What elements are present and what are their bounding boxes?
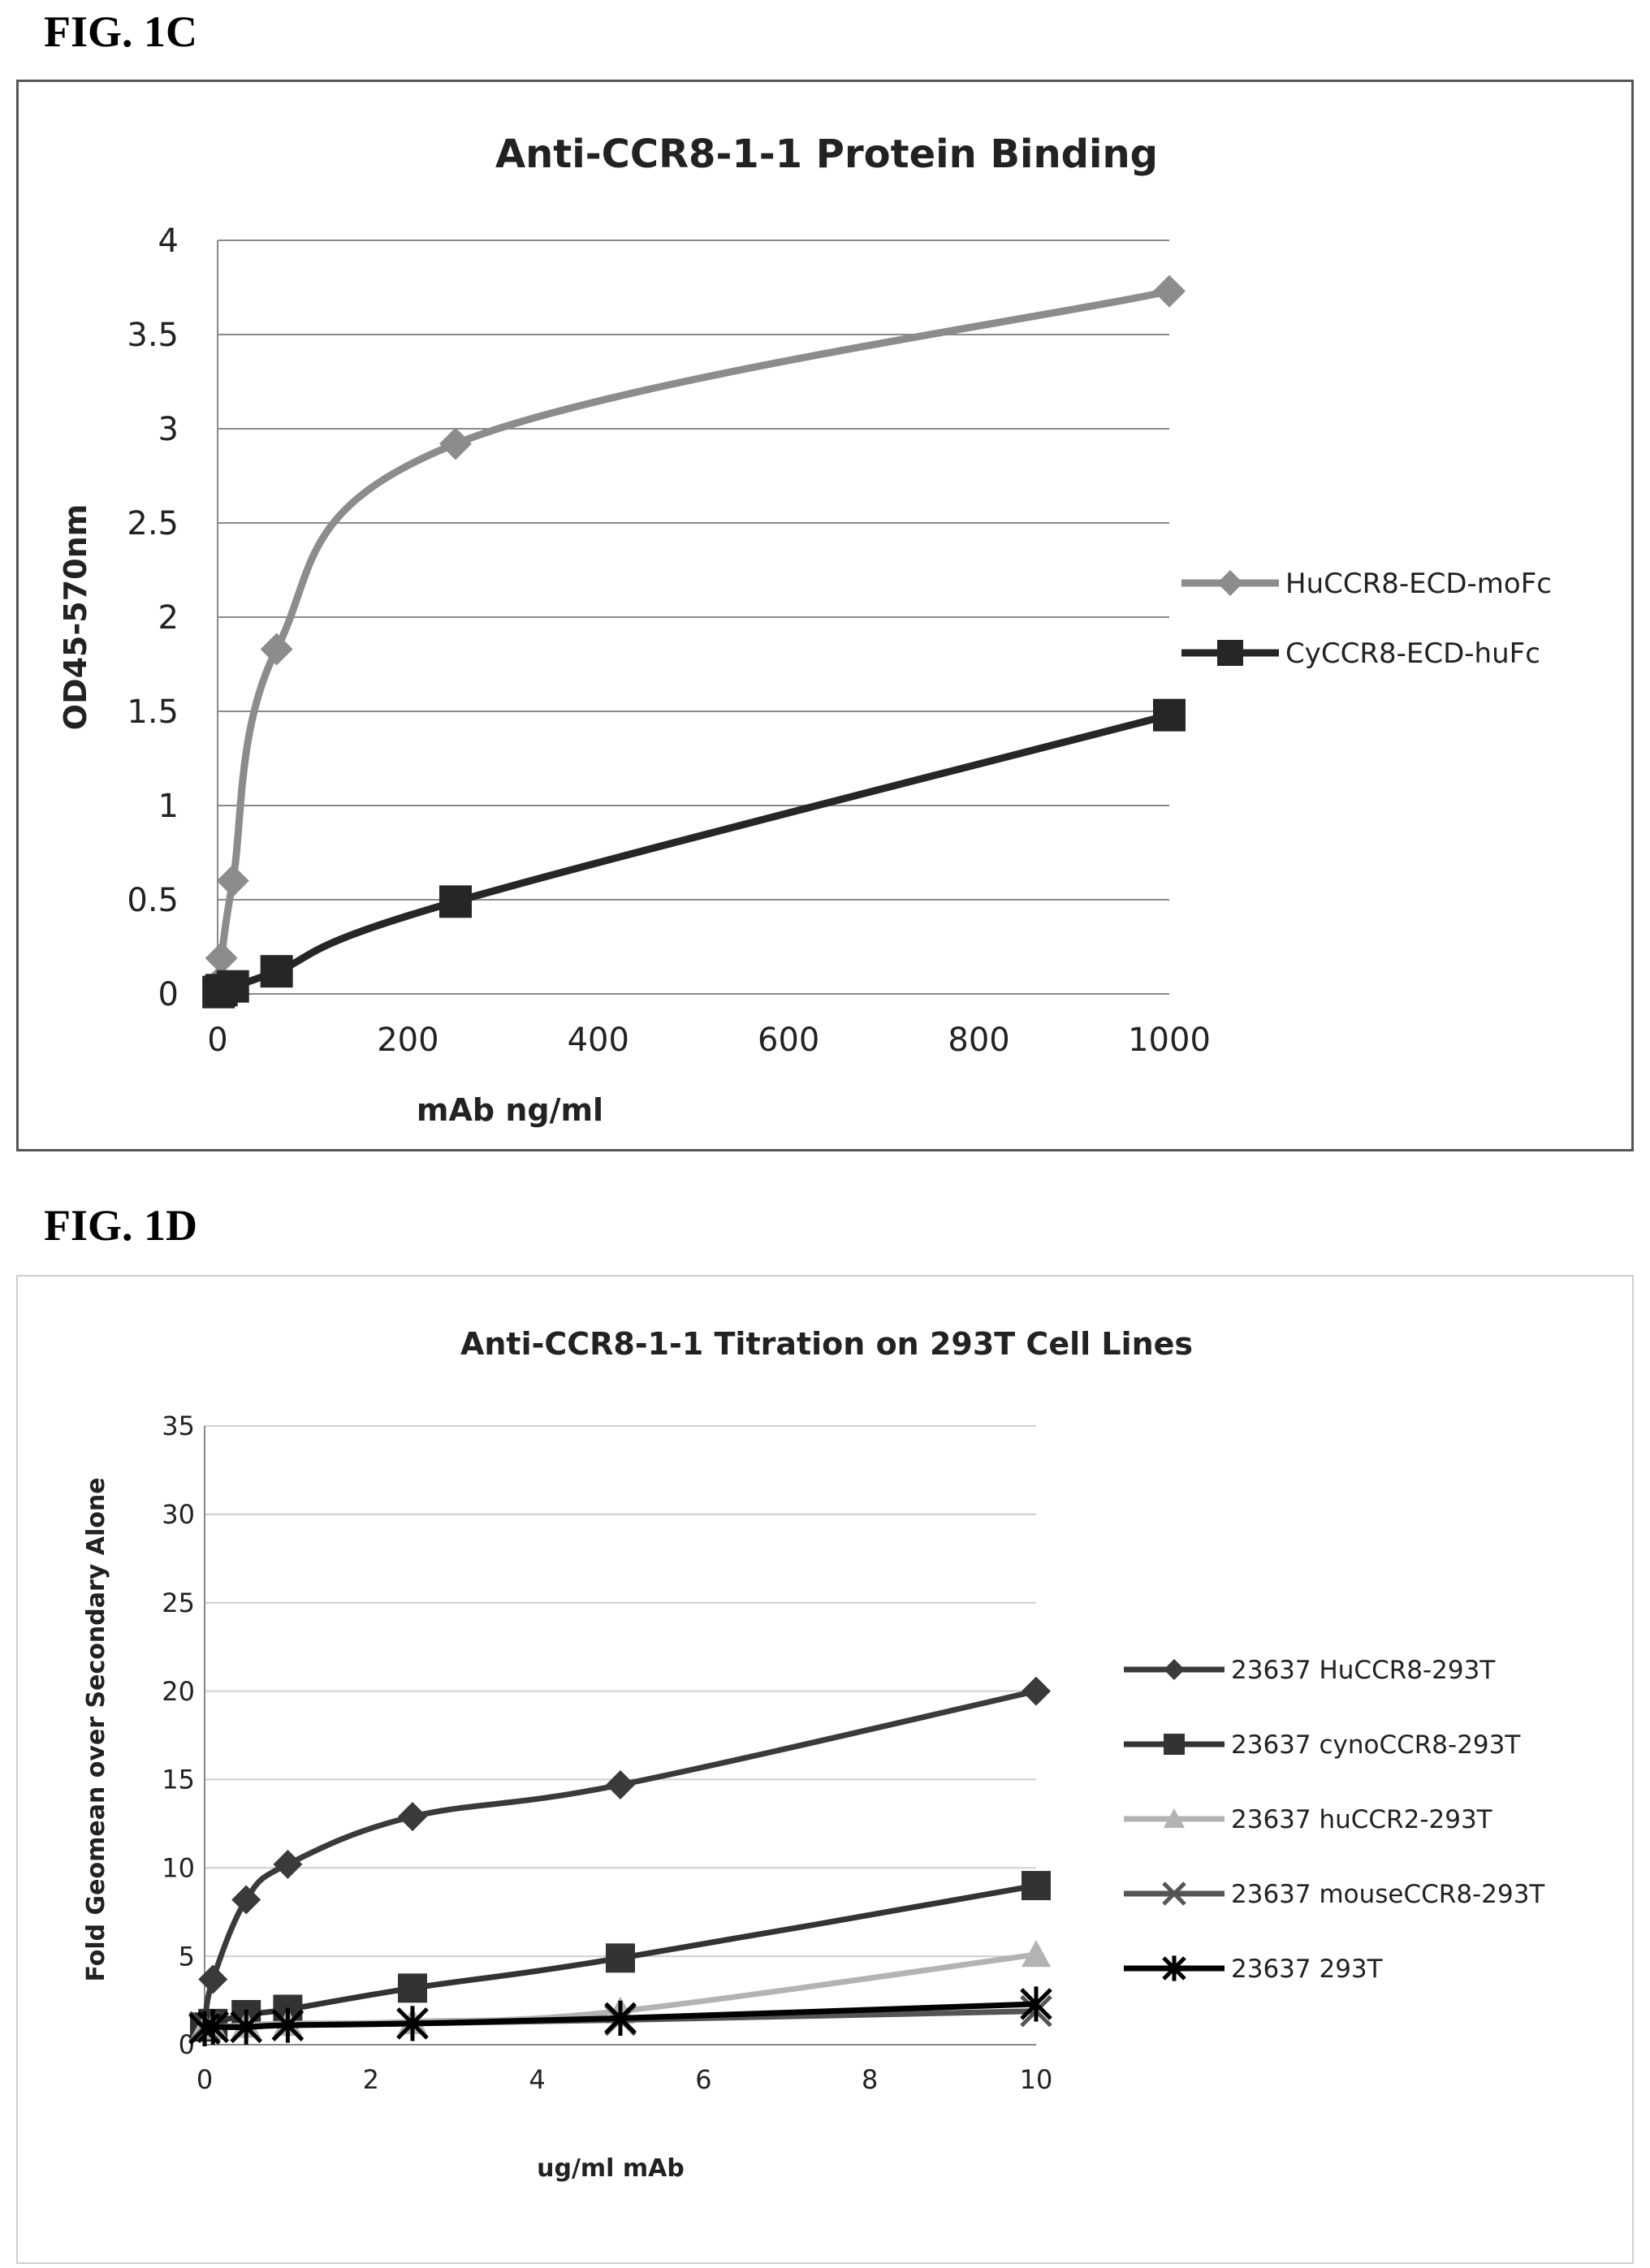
- data-point: [260, 633, 293, 666]
- legend-label: 23637 293T: [1231, 1955, 1384, 1984]
- data-point: [1153, 274, 1186, 308]
- data-point: [230, 2009, 262, 2045]
- y-tick-label: 1: [158, 788, 179, 825]
- series-line: [215, 711, 1171, 996]
- y-tick-label: 4: [158, 222, 179, 260]
- data-point: [606, 1943, 635, 1973]
- legend-marker: [1164, 1808, 1185, 1829]
- x-axis-label: ug/ml mAb: [537, 2154, 685, 2183]
- data-point: [216, 970, 249, 1003]
- x-tick-label: 8: [862, 2064, 878, 2095]
- data-point: [273, 1849, 303, 1879]
- figure-1c-label: FIG. 1C: [44, 7, 197, 56]
- data-point: [198, 1964, 228, 1994]
- y-tick-label: 35: [162, 1410, 195, 1441]
- data-point: [396, 2006, 429, 2041]
- data-point: [1022, 1676, 1051, 1706]
- y-axis-label: OD45-570nm: [58, 504, 93, 730]
- data-point: [260, 955, 293, 988]
- x-tick-label: 400: [568, 1022, 629, 1059]
- legend-marker: [1217, 570, 1243, 596]
- y-tick-label: 15: [162, 1765, 195, 1795]
- x-tick-label: 0: [197, 2064, 213, 2095]
- data-point: [1020, 1986, 1052, 2022]
- x-tick-label: 6: [695, 2064, 711, 2095]
- legend-label: CyCCR8-ECD-huFc: [1285, 637, 1540, 670]
- data-point: [604, 2000, 637, 2036]
- y-tick-label: 25: [162, 1588, 195, 1618]
- data-point: [205, 941, 238, 974]
- x-tick-label: 10: [1020, 2064, 1053, 2095]
- data-point: [1022, 1939, 1051, 1968]
- data-point: [398, 1802, 427, 1832]
- chart-title: Anti-CCR8-1-1 Protein Binding: [495, 132, 1158, 177]
- figure-1d-label: FIG. 1D: [44, 1201, 197, 1250]
- x-axis-label: mAb ng/ml: [417, 1092, 603, 1128]
- legend-label: HuCCR8-ECD-moFc: [1285, 568, 1552, 600]
- x-tick-label: 200: [377, 1022, 438, 1059]
- y-tick-label: 5: [179, 1941, 195, 1972]
- data-point: [231, 1885, 261, 1915]
- data-point: [197, 2009, 230, 2045]
- x-tick-label: 600: [758, 1022, 819, 1059]
- data-point: [439, 885, 472, 918]
- data-point: [1022, 1871, 1051, 1901]
- y-axis-label: Fold Geomean over Secondary Alone: [82, 1477, 110, 1981]
- data-point: [216, 864, 249, 897]
- series-4: 23637 293T: [188, 1955, 1384, 2047]
- legend-label: 23637 mouseCCR8-293T: [1231, 1880, 1545, 1909]
- legend-marker: [1164, 1659, 1185, 1680]
- y-tick-label: 0: [158, 976, 179, 1013]
- series-0: HuCCR8-ECD-moFc: [202, 274, 1552, 1000]
- y-tick-label: 2: [158, 599, 179, 637]
- y-tick-label: 10: [162, 1852, 195, 1883]
- legend-marker: [1164, 1734, 1185, 1755]
- legend-marker: [1162, 1955, 1186, 1981]
- legend-marker: [1162, 1881, 1186, 1906]
- x-tick-label: 2: [363, 2064, 379, 2095]
- data-point: [439, 427, 472, 460]
- data-point: [1153, 698, 1186, 732]
- series-line: [201, 1688, 1037, 2024]
- chart-title: Anti-CCR8-1-1 Titration on 293T Cell Lin…: [460, 1326, 1193, 1362]
- series-line: [214, 287, 1170, 983]
- y-tick-label: 20: [162, 1676, 195, 1707]
- x-tick-label: 0: [207, 1022, 227, 1059]
- legend-marker: [1217, 640, 1243, 666]
- x-tick-label: 800: [948, 1022, 1009, 1059]
- legend-label: 23637 HuCCR8-293T: [1231, 1656, 1496, 1685]
- y-tick-label: 2.5: [127, 505, 179, 542]
- legend-label: 23637 cynoCCR8-293T: [1231, 1730, 1521, 1760]
- data-point: [606, 1769, 635, 1799]
- series-1: CyCCR8-ECD-huFc: [202, 637, 1540, 1009]
- y-tick-label: 30: [162, 1499, 195, 1530]
- legend-label: 23637 huCCR2-293T: [1231, 1805, 1493, 1834]
- data-point: [271, 2007, 305, 2043]
- chart-1d-frame: [16, 1275, 1634, 2264]
- y-tick-label: 3.5: [127, 317, 179, 354]
- chart-1: Anti-CCR8-1-1 Titration on 293T Cell Lin…: [82, 1326, 1545, 2183]
- y-tick-label: 1.5: [127, 693, 179, 731]
- y-tick-label: 0.5: [127, 882, 179, 919]
- x-tick-label: 1000: [1128, 1022, 1211, 1059]
- data-point: [398, 1973, 427, 2003]
- y-tick-label: 3: [158, 411, 179, 448]
- x-tick-label: 4: [529, 2064, 545, 2095]
- chart-0: Anti-CCR8-1-1 Protein Binding 0 0.5 1 1.5 2 2.…: [58, 132, 1552, 1128]
